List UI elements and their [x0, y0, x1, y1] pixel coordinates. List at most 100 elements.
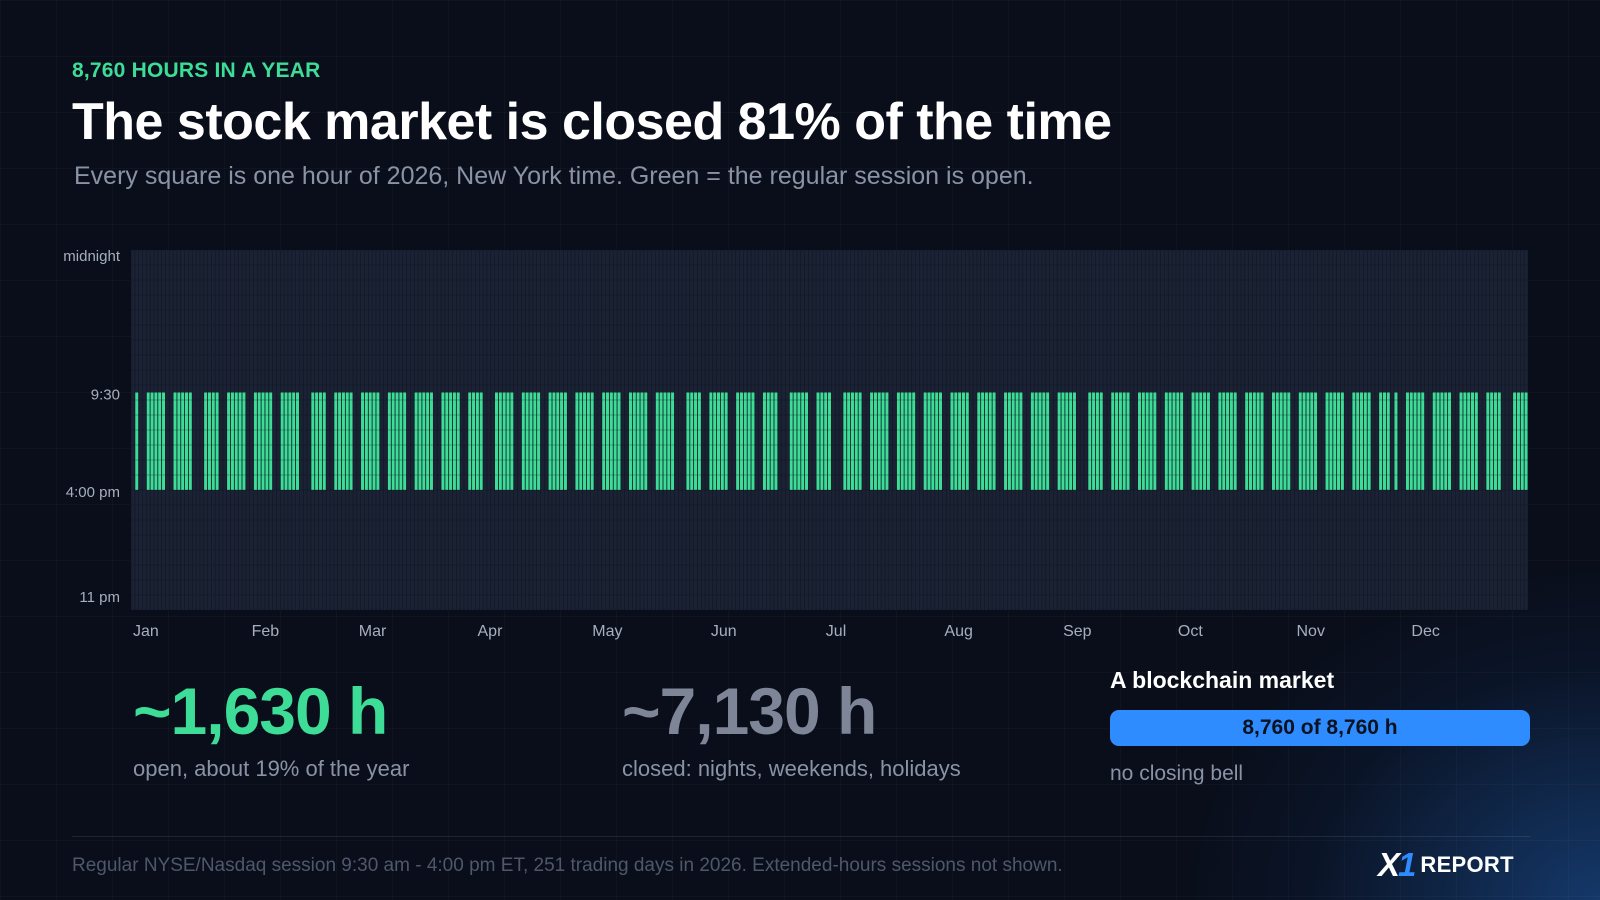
footer-divider: [72, 836, 1530, 837]
open-session-cell: [292, 392, 296, 490]
open-session-cell: [368, 392, 372, 490]
open-session-cell: [207, 392, 211, 490]
open-session-cell: [1088, 392, 1092, 490]
open-session-cell: [295, 392, 300, 490]
open-session-cell: [284, 392, 288, 490]
open-session-cell: [847, 392, 851, 490]
open-session-cell: [644, 392, 648, 490]
open-session-cell: [441, 392, 445, 490]
blockchain-bar: 8,760 of 8,760 h: [1110, 710, 1530, 746]
open-session-cell: [173, 392, 177, 490]
open-session-cell: [376, 392, 380, 490]
open-session-cell: [881, 392, 885, 490]
open-session-cell: [1218, 392, 1222, 490]
open-session-cell: [1283, 392, 1287, 490]
page-title: The stock market is closed 81% of the ti…: [72, 93, 1112, 151]
month-label: May: [592, 623, 622, 640]
open-session-cell: [1042, 392, 1046, 490]
open-session-cell: [1233, 392, 1237, 490]
open-session-cell: [261, 392, 265, 490]
open-session-cell: [613, 392, 617, 490]
open-session-cell: [1359, 392, 1364, 490]
open-session-cell: [931, 392, 935, 490]
blockchain-title: A blockchain market: [1110, 667, 1335, 693]
open-session-cell: [498, 392, 502, 490]
open-session-cell: [1463, 392, 1467, 490]
logo-mark-x: X: [1378, 846, 1400, 883]
open-session-cell: [988, 392, 992, 490]
open-session-cell: [1432, 392, 1436, 490]
open-session-cell: [713, 392, 717, 490]
open-session-cell: [521, 392, 525, 490]
open-session-cell: [923, 392, 927, 490]
open-session-cell: [766, 392, 770, 490]
open-session-cell: [288, 392, 292, 490]
open-session-cell: [1409, 392, 1413, 490]
open-session-cell: [628, 392, 632, 490]
open-session-cell: [667, 392, 671, 490]
open-session-cell: [1337, 392, 1341, 490]
open-session-cell: [154, 392, 158, 490]
open-session-cell: [1448, 392, 1452, 490]
open-session-cell: [606, 392, 610, 490]
month-label: Apr: [478, 623, 504, 640]
open-session-cell: [1493, 392, 1497, 490]
open-session-cell: [230, 392, 234, 490]
open-session-cell: [426, 392, 430, 490]
open-session-cell: [1069, 392, 1073, 490]
open-session-cell: [257, 392, 261, 490]
open-session-cell: [1145, 392, 1149, 490]
open-session-cell: [1302, 392, 1306, 490]
open-session-cell: [146, 392, 150, 490]
open-session-cell: [1030, 392, 1034, 490]
subtitle: Every square is one hour of 2026, New Yo…: [74, 162, 1034, 190]
open-session-cell: [1474, 392, 1478, 490]
open-session-cell: [1019, 392, 1023, 490]
open-session-cell: [663, 392, 667, 490]
open-session-cell: [1195, 392, 1199, 490]
open-session-cell: [1199, 392, 1203, 490]
open-session-cell: [338, 392, 342, 490]
open-session-cell: [1065, 392, 1069, 490]
open-session-cell: [801, 392, 805, 490]
open-session-cell: [1095, 392, 1099, 490]
open-session-cell: [1260, 392, 1264, 490]
open-session-cell: [709, 392, 713, 490]
open-session-cell: [1275, 392, 1279, 490]
open-session-cell: [1490, 392, 1494, 490]
open-session-cell: [739, 392, 743, 490]
open-session-cell: [1153, 392, 1157, 490]
open-session-cell: [349, 392, 353, 490]
open-session-cell: [475, 392, 479, 490]
open-session-cell: [1191, 392, 1195, 490]
open-session-cell: [1226, 392, 1230, 490]
open-session-cell: [824, 392, 828, 490]
open-session-cell: [1279, 392, 1283, 490]
open-session-cell: [395, 392, 399, 490]
open-session-cell: [981, 392, 985, 490]
open-session-cell: [827, 392, 832, 490]
month-label: Jul: [826, 623, 846, 640]
open-session-cell: [1367, 392, 1371, 490]
open-session-cell: [445, 392, 449, 490]
open-session-cell: [694, 392, 698, 490]
open-session-cell: [659, 392, 663, 490]
open-session-cell: [280, 392, 284, 490]
open-session-cell: [1141, 392, 1145, 490]
open-session-cell: [1516, 392, 1520, 490]
open-session-cell: [1394, 392, 1398, 490]
month-label: Dec: [1411, 623, 1439, 640]
open-session-cell: [935, 392, 939, 490]
open-session-cell: [1340, 392, 1344, 490]
open-session-cell: [843, 392, 847, 490]
open-session-cell: [1333, 392, 1337, 490]
month-label: Nov: [1297, 623, 1325, 640]
open-session-cell: [927, 392, 931, 490]
open-session-cell: [1356, 392, 1360, 490]
open-session-cell: [655, 392, 659, 490]
open-session-cell: [372, 392, 376, 490]
open-session-cell: [204, 392, 208, 490]
open-session-cell: [747, 392, 751, 490]
open-hours-value: ~1,630 h: [133, 674, 388, 748]
open-session-cell: [1011, 392, 1015, 490]
